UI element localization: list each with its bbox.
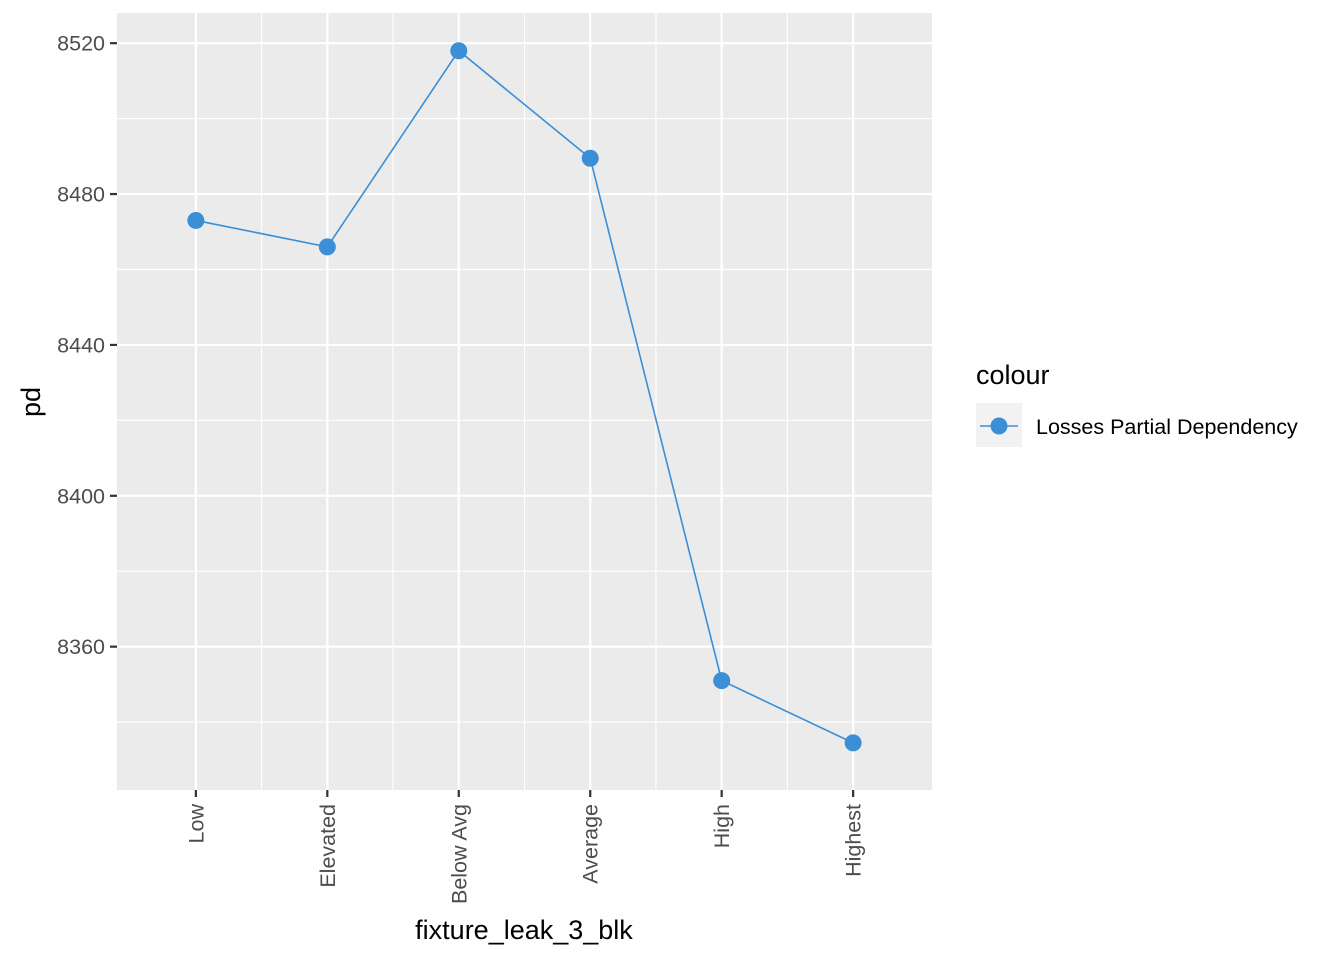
x-tick-label: Low — [184, 804, 208, 844]
legend-title: colour — [976, 360, 1050, 390]
data-point — [187, 211, 205, 229]
x-tick-label: Average — [579, 804, 603, 884]
series-line — [195, 49, 854, 744]
y-tick-label: 8440 — [57, 333, 105, 357]
grid-minor — [117, 13, 932, 790]
data-point — [581, 149, 599, 167]
data-point — [713, 672, 731, 690]
x-axis: Low Elevated Below Avg Average High Highest — [184, 790, 866, 904]
data-point — [318, 238, 336, 256]
data-point — [844, 734, 862, 752]
x-tick-label: High — [710, 804, 734, 848]
series-line-group — [195, 49, 854, 744]
x-tick-label: Elevated — [316, 804, 340, 888]
y-axis: 8360 8400 8440 8480 8520 — [57, 32, 117, 659]
legend: colour Losses Partial Dependency — [976, 360, 1298, 447]
legend-label: Losses Partial Dependency — [1036, 415, 1298, 439]
x-tick-label: Below Avg — [447, 804, 471, 904]
grid-major — [117, 13, 932, 790]
x-axis-title: fixture_leak_3_blk — [415, 915, 633, 945]
y-tick-label: 8400 — [57, 484, 105, 508]
y-tick-label: 8480 — [57, 183, 105, 207]
y-axis-title: pd — [16, 387, 46, 417]
series-points-group — [187, 42, 862, 752]
data-point — [450, 42, 468, 60]
y-tick-label: 8360 — [57, 635, 105, 659]
legend-key-point — [990, 417, 1008, 435]
x-tick-label: Highest — [842, 804, 866, 877]
y-tick-label: 8520 — [57, 32, 105, 56]
